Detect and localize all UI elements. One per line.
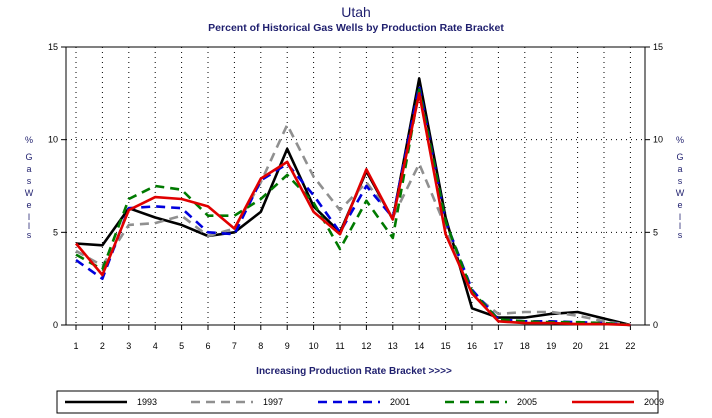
x-tick-label: 8 (258, 341, 263, 351)
y-tick-label-left: 0 (53, 320, 58, 330)
x-axis-label: Increasing Production Rate Bracket >>>> (256, 366, 452, 377)
x-tick-label: 6 (205, 341, 210, 351)
x-tick-label: 22 (625, 341, 635, 351)
chart-title: Utah (341, 4, 371, 20)
plot-area (65, 46, 646, 326)
legend-label: 1993 (137, 397, 157, 407)
x-tick-label: 15 (441, 341, 451, 351)
x-tick-label: 11 (335, 341, 344, 351)
x-tick-label: 18 (520, 341, 530, 351)
y-axis-label-char: e (677, 200, 682, 210)
y-axis-left: 0 5 10 15 (48, 42, 66, 330)
y-axis-label-char: l (679, 212, 681, 222)
y-axis-label-char: s (678, 230, 683, 240)
y-axis-label-char: l (28, 212, 30, 222)
x-tick-label: 14 (414, 341, 424, 351)
y-tick-label-right: 5 (653, 227, 658, 237)
x-tick-label: 10 (309, 341, 319, 351)
y-axis-label-char: s (27, 230, 32, 240)
y-axis-label-char: l (28, 221, 30, 231)
series-line-1997 (75, 123, 631, 327)
x-tick-label: 21 (599, 341, 609, 351)
y-tick-label-left: 15 (48, 42, 58, 52)
x-tick-label: 9 (285, 341, 290, 351)
y-tick-label-right: 10 (653, 135, 663, 145)
legend-label: 2001 (390, 397, 410, 407)
y-axis-label-char: e (26, 200, 31, 210)
series-line-2001 (75, 84, 631, 327)
x-tick-label: 12 (361, 341, 371, 351)
y-axis-label-char: a (26, 164, 31, 174)
x-tick-label: 16 (467, 341, 477, 351)
x-tick-label: 5 (179, 341, 184, 351)
y-axis-label-char: G (676, 152, 683, 162)
y-axis-label-char: % (25, 135, 33, 145)
legend-label: 2005 (517, 397, 537, 407)
legend: 1993 1997 2001 2005 2009 (56, 390, 664, 414)
x-tick-label: 17 (493, 341, 503, 351)
series-lines (75, 77, 631, 327)
x-tick-label: 1 (73, 341, 78, 351)
x-tick-label: 3 (126, 341, 131, 351)
x-tick-label: 20 (573, 341, 583, 351)
legend-box (56, 390, 659, 414)
plot-border (65, 46, 646, 326)
y-axis-right: 0 5 10 15 (645, 42, 663, 330)
x-tick-label: 19 (546, 341, 556, 351)
x-tick-label: 2 (100, 341, 105, 351)
chart-subtitle: Percent of Historical Gas Wells by Produ… (208, 22, 504, 34)
x-axis: 1 2 3 4 5 6 7 8 9 10 11 12 13 14 15 16 17 18 19 20 21 22 (73, 325, 635, 351)
y-axis-label-char: W (676, 188, 685, 198)
grid (66, 47, 645, 325)
series-line-2005 (75, 88, 631, 327)
legend-label: 2009 (644, 397, 664, 407)
y-tick-label-right: 0 (653, 320, 658, 330)
y-tick-label-right: 15 (653, 42, 663, 52)
y-tick-label-left: 10 (48, 135, 58, 145)
y-axis-label-char: % (676, 135, 684, 145)
y-axis-label-char: a (677, 164, 682, 174)
y-axis-label-char: G (25, 152, 32, 162)
x-tick-label: 13 (388, 341, 398, 351)
series-line-2009 (75, 92, 631, 327)
x-tick-label: 4 (153, 341, 158, 351)
y-axis-label-char: W (25, 188, 34, 198)
legend-label: 1997 (263, 397, 283, 407)
y-tick-label-left: 5 (53, 227, 58, 237)
y-axis-label-char: l (679, 221, 681, 231)
y-axis-label-char: s (678, 176, 683, 186)
y-axis-label-char: s (27, 176, 32, 186)
x-tick-label: 7 (232, 341, 237, 351)
